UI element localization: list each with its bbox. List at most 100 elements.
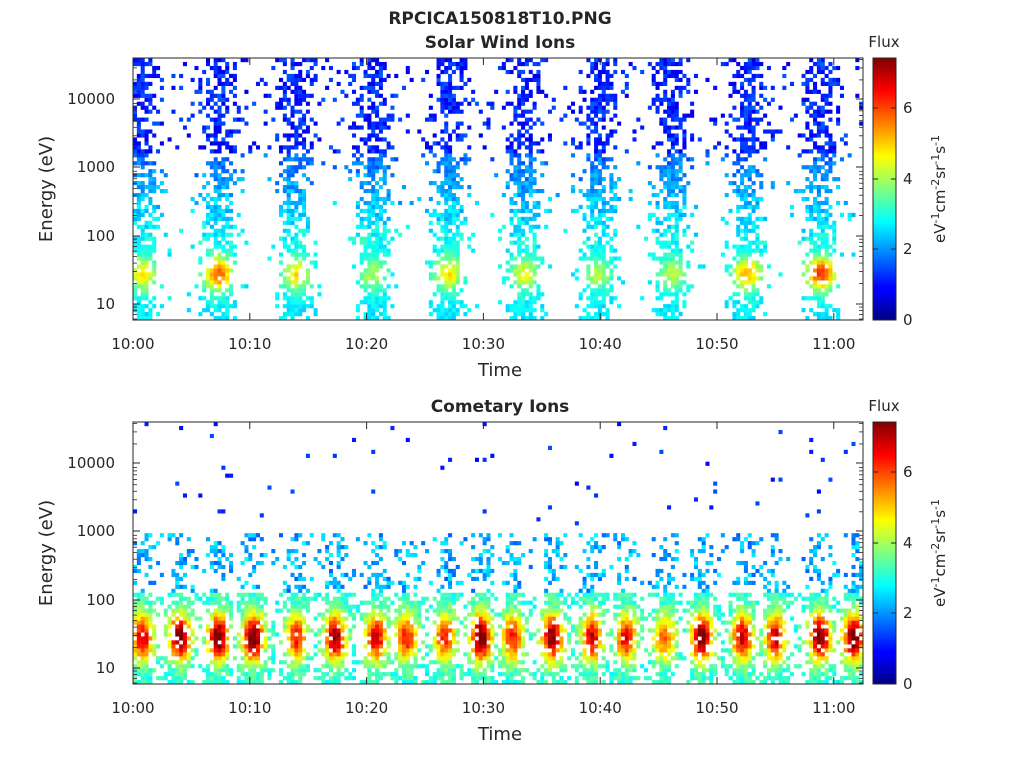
heatmap-cell [302,212,307,217]
heatmap-cell [451,256,456,261]
heatmap-cell [743,236,748,241]
heatmap-cell [348,81,353,86]
heatmap-cell [451,101,456,106]
heatmap-cell [594,61,599,67]
heatmap-cell [136,668,141,673]
heatmap-cell [213,280,218,285]
heatmap-cell [524,145,529,150]
heatmap-cell [225,272,230,277]
heatmap-cell [367,97,372,102]
heatmap-cell [705,161,710,166]
heatmap-cell [597,300,602,305]
heatmap-cell [217,149,222,154]
heatmap-cell [140,133,145,138]
heatmap-cell [405,129,410,134]
heatmap-cell [740,304,745,309]
heatmap-cell [678,177,683,182]
heatmap-cell [398,232,403,237]
heatmap-cell [332,616,337,621]
heatmap-cell [290,680,295,685]
heatmap-cell [140,668,145,673]
heatmap-cell [302,288,307,293]
heatmap-cell [209,549,214,554]
heatmap-cell [286,117,291,122]
heatmap-cell [509,149,514,154]
heatmap-cell [751,89,756,94]
heatmap-cell [298,648,303,653]
heatmap-cell [613,145,618,150]
heatmap-cell [659,232,664,237]
heatmap-cell [217,676,222,681]
heatmap-cell [359,224,364,229]
heatmap-cell [240,600,245,605]
heatmap-cell [720,157,725,162]
heatmap-cell [259,668,264,673]
heatmap-cell [375,109,380,114]
heatmap-cell [740,165,745,170]
heatmap-cell [140,596,145,601]
heatmap-cell [336,580,341,585]
heatmap-cell [133,296,138,301]
heatmap-cell [359,208,364,214]
heatmap-cell [813,276,818,281]
heatmap-cell [448,173,453,178]
heatmap-cell [190,600,195,605]
heatmap-cell [670,232,675,237]
heatmap-cell [167,604,172,609]
heatmap-cell [359,660,364,665]
heatmap-cell [159,189,164,194]
heatmap-cell [428,300,433,305]
heatmap-cell [136,192,141,198]
heatmap-cell [628,61,633,67]
heatmap-cell [736,312,741,317]
heatmap-cell [532,177,537,182]
heatmap-cell [217,121,222,126]
heatmap-cell [171,644,176,649]
heatmap-cell [448,81,453,86]
heatmap-cell [594,220,599,225]
heatmap-cell [133,648,138,653]
heatmap-cell [378,232,383,237]
heatmap-cell [601,161,606,166]
heatmap-cell [336,584,341,589]
heatmap-cell [751,169,756,174]
heatmap-cell [747,204,752,210]
heatmap-cell [313,252,318,257]
heatmap-cell [213,240,218,245]
heatmap-cell [263,620,268,625]
heatmap-cell [467,236,472,241]
heatmap-cell [747,109,752,114]
heatmap-cell [367,165,372,170]
heatmap-cell [309,93,314,98]
heatmap-cell [524,276,529,281]
heatmap-cell [451,181,456,186]
heatmap-cell [820,185,825,190]
heatmap-cell [747,117,752,122]
heatmap-cell [148,196,153,202]
heatmap-cell [302,636,307,641]
heatmap-cell [298,660,303,665]
heatmap-cell [325,680,330,685]
heatmap-cell [309,300,314,305]
heatmap-cell [152,272,157,277]
heatmap-cell [670,169,675,174]
heatmap-cell [670,212,675,217]
heatmap-cell [432,248,437,253]
heatmap-cell [813,101,818,106]
heatmap-cell [244,533,249,538]
heatmap-cell [144,185,149,190]
heatmap-cell [367,149,372,154]
heatmap-cell [813,145,818,150]
heatmap-cell [513,137,518,142]
heatmap-cell [816,232,821,237]
heatmap-cell [298,93,303,98]
heatmap-cell [674,169,679,174]
heatmap-cell [140,648,145,653]
heatmap-cell [582,212,587,217]
heatmap-cell [467,157,472,162]
heatmap-cell [298,288,303,293]
heatmap-cell [182,644,187,649]
heatmap-cell [317,668,322,673]
heatmap-cell [371,232,376,237]
heatmap-cell [663,93,668,98]
